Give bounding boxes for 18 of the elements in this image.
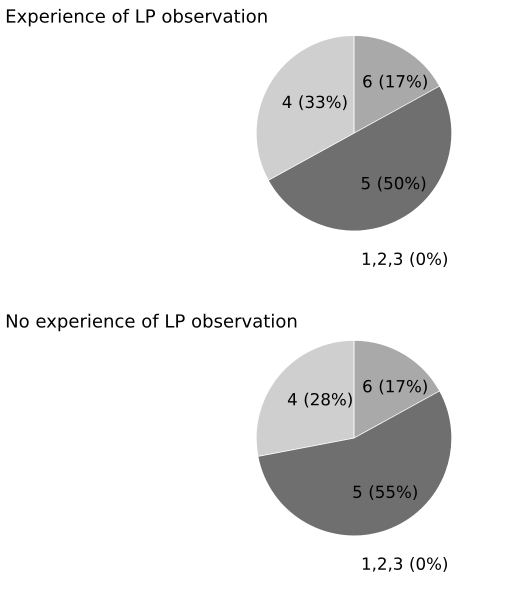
slice-label: 4 — [282, 96, 292, 108]
slice-label: 5 — [362, 177, 370, 190]
slice-label: 4 — [288, 393, 297, 406]
slice-label: 5 — [353, 486, 362, 498]
slice-label: 6 — [363, 380, 372, 392]
text: (0%) — [410, 252, 448, 268]
data-label: (33%) — [299, 95, 347, 110]
chart-title: Experience of LP observation — [6, 8, 267, 26]
chart-title: No experience of LP observation — [6, 314, 296, 332]
slice-label: 6 — [363, 74, 372, 88]
data-label: (55%) — [370, 485, 417, 500]
data-label: (28%) — [304, 392, 352, 408]
text: (0%) — [410, 557, 448, 572]
data-label: (17%) — [380, 74, 427, 90]
data-label: (50%) — [378, 176, 426, 192]
data-label: (17%) — [380, 380, 427, 394]
category-label: 1,2,3 — [362, 252, 402, 267]
category-label: 1,2,3 — [362, 557, 402, 572]
